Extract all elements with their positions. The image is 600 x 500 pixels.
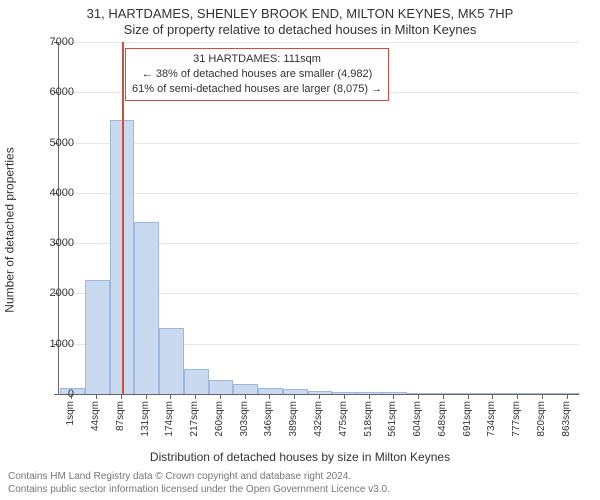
histogram-bar (134, 222, 159, 394)
x-tick-label: 432sqm (313, 401, 324, 437)
x-axis-label: Distribution of detached houses by size … (0, 450, 600, 464)
x-tick-label: 648sqm (437, 401, 448, 437)
footer-line1: Contains HM Land Registry data © Crown c… (8, 471, 592, 484)
footer-line2: Contains public sector information licen… (8, 484, 592, 497)
histogram-bar (283, 389, 308, 394)
y-tick-label: 5000 (34, 137, 74, 149)
x-tick-label: 389sqm (288, 401, 299, 437)
histogram-bar (308, 391, 333, 395)
x-tick-mark (418, 394, 419, 399)
x-tick-mark (492, 394, 493, 399)
histogram-bar (481, 393, 506, 395)
x-tick-label: 863sqm (561, 401, 572, 437)
callout-box: 31 HARTDAMES: 111sqm← 38% of detached ho… (125, 48, 389, 101)
x-tick-label: 260sqm (214, 401, 225, 437)
x-tick-mark (468, 394, 469, 399)
x-tick-label: 475sqm (338, 401, 349, 437)
y-tick-label: 3000 (34, 237, 74, 249)
x-tick-label: 820sqm (536, 401, 547, 437)
x-tick-label: 44sqm (90, 401, 101, 431)
histogram-bar (332, 392, 357, 394)
histogram-bar (85, 280, 110, 394)
histogram-bar (506, 393, 531, 395)
plot-area: 31 HARTDAMES: 111sqm← 38% of detached ho… (58, 42, 579, 395)
x-tick-mark (294, 394, 295, 399)
histogram-bar (184, 369, 209, 394)
x-tick-mark (517, 394, 518, 399)
x-tick-label: 734sqm (486, 401, 497, 437)
histogram-bar (456, 393, 481, 395)
x-tick-label: 777sqm (511, 401, 522, 437)
histogram-bar (159, 328, 184, 394)
x-tick-mark (96, 394, 97, 399)
x-tick-mark (269, 394, 270, 399)
x-tick-mark (319, 394, 320, 399)
chart-container: 31, HARTDAMES, SHENLEY BROOK END, MILTON… (0, 0, 600, 500)
callout-line1: 31 HARTDAMES: 111sqm (132, 52, 382, 67)
x-tick-mark (443, 394, 444, 399)
y-tick-label: 2000 (34, 287, 74, 299)
y-tick-label: 6000 (34, 86, 74, 98)
gridline-h (59, 193, 579, 194)
y-tick-label: 7000 (34, 36, 74, 48)
x-tick-mark (567, 394, 568, 399)
x-tick-label: 561sqm (387, 401, 398, 437)
x-tick-label: 217sqm (189, 401, 200, 437)
x-tick-mark (121, 394, 122, 399)
x-tick-mark (170, 394, 171, 399)
chart-subtitle-line2: Size of property relative to detached ho… (0, 22, 600, 37)
callout-line2: ← 38% of detached houses are smaller (4,… (132, 67, 382, 82)
x-tick-mark (146, 394, 147, 399)
histogram-bar (233, 384, 258, 394)
footer-attribution: Contains HM Land Registry data © Crown c… (8, 471, 592, 496)
x-tick-label: 87sqm (115, 401, 126, 431)
y-tick-label: 0 (34, 388, 74, 400)
x-tick-label: 1sqm (65, 401, 76, 425)
x-tick-label: 174sqm (164, 401, 175, 437)
y-axis-label: Number of detached properties (2, 0, 18, 460)
y-tick-label: 4000 (34, 187, 74, 199)
x-tick-mark (369, 394, 370, 399)
histogram-bar (530, 393, 555, 395)
x-tick-label: 518sqm (363, 401, 374, 437)
histogram-bar (357, 392, 382, 394)
property-marker-line (122, 42, 124, 394)
x-tick-label: 604sqm (412, 401, 423, 437)
x-tick-mark (542, 394, 543, 399)
x-tick-label: 346sqm (263, 401, 274, 437)
gridline-h (59, 42, 579, 43)
chart-title-line1: 31, HARTDAMES, SHENLEY BROOK END, MILTON… (0, 6, 600, 21)
histogram-bar (258, 388, 283, 394)
x-tick-marks (59, 394, 579, 399)
x-tick-mark (245, 394, 246, 399)
histogram-bar (407, 393, 432, 395)
x-tick-label: 303sqm (239, 401, 250, 437)
x-tick-mark (195, 394, 196, 399)
callout-line3: 61% of semi-detached houses are larger (… (132, 82, 382, 97)
x-tick-mark (220, 394, 221, 399)
x-tick-mark (393, 394, 394, 399)
histogram-bar (382, 392, 407, 394)
x-tick-label: 691sqm (462, 401, 473, 437)
histogram-bar (431, 393, 456, 395)
histogram-bar (209, 380, 234, 394)
x-tick-label: 131sqm (140, 401, 151, 437)
gridline-h (59, 143, 579, 144)
x-tick-mark (344, 394, 345, 399)
y-tick-label: 1000 (34, 338, 74, 350)
histogram-bar (555, 393, 580, 395)
